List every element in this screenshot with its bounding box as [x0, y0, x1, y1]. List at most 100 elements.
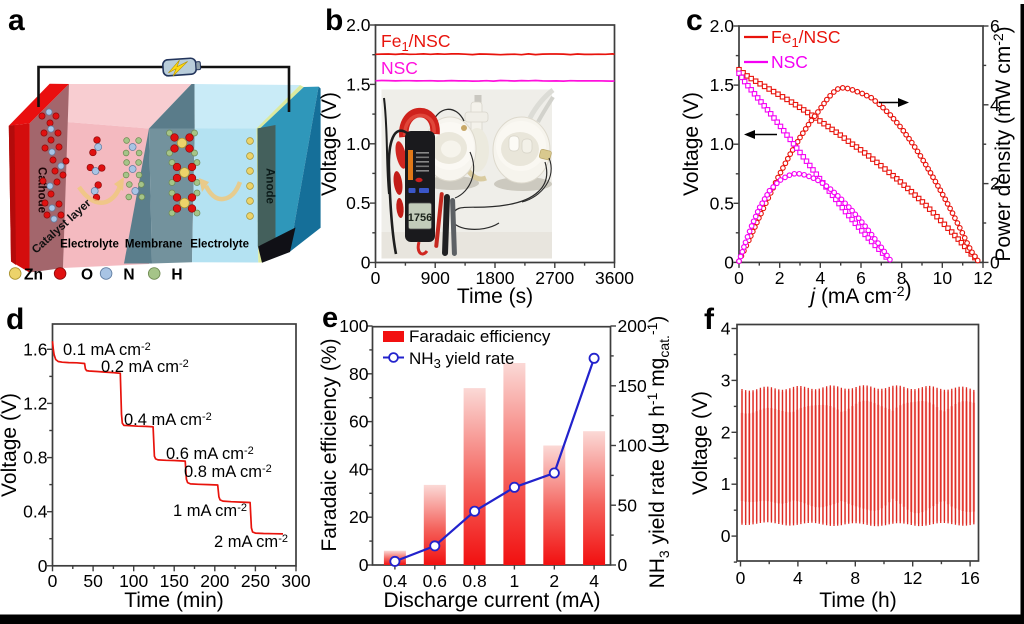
svg-text:2: 2: [775, 268, 785, 288]
svg-text:Voltage (V): Voltage (V): [689, 391, 712, 495]
svg-text:2.0: 2.0: [710, 16, 735, 36]
svg-text:4: 4: [721, 319, 731, 339]
svg-text:12: 12: [973, 268, 992, 288]
svg-text:8: 8: [850, 568, 860, 588]
svg-text:2: 2: [990, 174, 1000, 194]
svg-text:0: 0: [734, 268, 744, 288]
svg-text:0: 0: [990, 252, 1000, 272]
svg-text:2700: 2700: [535, 268, 574, 288]
svg-text:H: H: [171, 267, 182, 284]
svg-text:1.5: 1.5: [710, 75, 734, 95]
svg-text:8: 8: [897, 268, 907, 288]
svg-text:e: e: [322, 302, 338, 334]
svg-text:50: 50: [83, 571, 103, 591]
svg-text:3600: 3600: [595, 268, 634, 288]
svg-text:1: 1: [510, 571, 520, 591]
svg-text:0: 0: [38, 556, 48, 576]
svg-text:200: 200: [618, 316, 647, 336]
svg-text:Zn: Zn: [24, 267, 43, 284]
svg-text:0.8 mA cm-2: 0.8 mA cm-2: [184, 463, 272, 481]
svg-text:1.0: 1.0: [710, 134, 735, 154]
svg-text:Time (min): Time (min): [124, 589, 224, 612]
svg-text:0.5: 0.5: [346, 193, 370, 213]
svg-text:0.4 mA cm-2: 0.4 mA cm-2: [124, 411, 212, 429]
svg-text:Anode: Anode: [264, 168, 276, 204]
svg-text:10: 10: [933, 268, 953, 288]
svg-text:250: 250: [241, 571, 270, 591]
svg-text:Electrolyte: Electrolyte: [60, 239, 119, 251]
svg-text:0: 0: [736, 568, 746, 588]
svg-text:0.6 mA cm-2: 0.6 mA cm-2: [166, 445, 254, 463]
svg-text:N: N: [123, 267, 134, 284]
svg-text:0.8: 0.8: [23, 448, 47, 468]
svg-text:0.2 mA cm-2: 0.2 mA cm-2: [101, 358, 189, 376]
svg-text:d: d: [6, 303, 24, 336]
svg-text:f: f: [704, 303, 715, 336]
svg-text:100: 100: [339, 316, 368, 336]
svg-text:NSC: NSC: [771, 52, 808, 72]
svg-text:4: 4: [990, 95, 1000, 115]
svg-text:150: 150: [618, 376, 647, 396]
svg-text:100: 100: [618, 436, 647, 456]
svg-text:0.6: 0.6: [423, 571, 447, 591]
svg-text:0: 0: [371, 268, 381, 288]
svg-text:4: 4: [589, 571, 599, 591]
svg-text:NH3 yield rate: NH3 yield rate: [409, 349, 515, 371]
svg-text:150: 150: [160, 571, 189, 591]
svg-text:O: O: [81, 267, 93, 284]
svg-text:50: 50: [618, 495, 638, 515]
svg-text:0.5: 0.5: [710, 193, 734, 213]
svg-text:Power density (mW cm-2): Power density (mW cm-2): [990, 26, 1015, 261]
svg-text:Fe1/NSC: Fe1/NSC: [381, 31, 450, 54]
svg-text:NSC: NSC: [381, 58, 418, 78]
svg-text:0: 0: [618, 555, 628, 575]
svg-text:1.2: 1.2: [23, 393, 47, 413]
svg-text:300: 300: [281, 571, 310, 591]
svg-text:1756: 1756: [408, 212, 432, 224]
svg-text:80: 80: [349, 364, 369, 384]
svg-text:40: 40: [349, 459, 369, 479]
svg-text:16: 16: [960, 568, 979, 588]
svg-text:Voltage (V): Voltage (V): [318, 92, 341, 196]
svg-text:100: 100: [119, 571, 148, 591]
svg-text:Fe1/NSC: Fe1/NSC: [771, 27, 840, 50]
svg-text:Electrolyte: Electrolyte: [190, 239, 249, 251]
svg-text:3: 3: [721, 370, 731, 390]
svg-text:0.8: 0.8: [462, 571, 486, 591]
svg-text:200: 200: [200, 571, 229, 591]
svg-text:Discharge current (mA): Discharge current (mA): [383, 589, 600, 612]
svg-text:0: 0: [721, 526, 731, 546]
svg-text:0: 0: [48, 571, 58, 591]
svg-text:0: 0: [359, 555, 369, 575]
svg-text:Faradaic efficiency (%): Faradaic efficiency (%): [318, 338, 341, 551]
svg-text:0.4: 0.4: [383, 571, 408, 591]
svg-text:0: 0: [361, 253, 371, 273]
svg-text:b: b: [325, 4, 343, 37]
svg-text:2: 2: [549, 571, 559, 591]
svg-text:1.6: 1.6: [23, 339, 47, 359]
svg-text:4: 4: [815, 268, 825, 288]
svg-text:2.0: 2.0: [346, 15, 371, 35]
svg-text:6: 6: [856, 268, 866, 288]
svg-text:4: 4: [793, 568, 803, 588]
svg-text:0: 0: [724, 252, 734, 272]
svg-text:0.4: 0.4: [23, 502, 48, 522]
svg-text:a: a: [8, 4, 25, 37]
svg-text:2 mA cm-2: 2 mA cm-2: [214, 533, 288, 551]
svg-text:NH3 yield rate (µg h-1 mgcat.-: NH3 yield rate (µg h-1 mgcat.-1): [644, 316, 672, 589]
svg-text:1: 1: [721, 474, 731, 494]
svg-text:20: 20: [349, 507, 369, 527]
svg-text:6: 6: [990, 16, 1000, 36]
svg-text:Voltage (V): Voltage (V): [0, 393, 21, 497]
svg-text:Faradaic efficiency: Faradaic efficiency: [409, 327, 551, 346]
svg-text:900: 900: [421, 268, 450, 288]
svg-text:1.0: 1.0: [346, 134, 371, 154]
svg-text:2: 2: [721, 422, 731, 442]
svg-text:1 mA cm-2: 1 mA cm-2: [173, 502, 247, 520]
svg-text:1800: 1800: [476, 268, 515, 288]
svg-text:0.1 mA cm-2: 0.1 mA cm-2: [63, 341, 151, 359]
svg-text:Time (h): Time (h): [819, 589, 896, 612]
svg-text:12: 12: [903, 568, 922, 588]
svg-text:60: 60: [349, 412, 369, 432]
svg-text:c: c: [686, 4, 703, 37]
